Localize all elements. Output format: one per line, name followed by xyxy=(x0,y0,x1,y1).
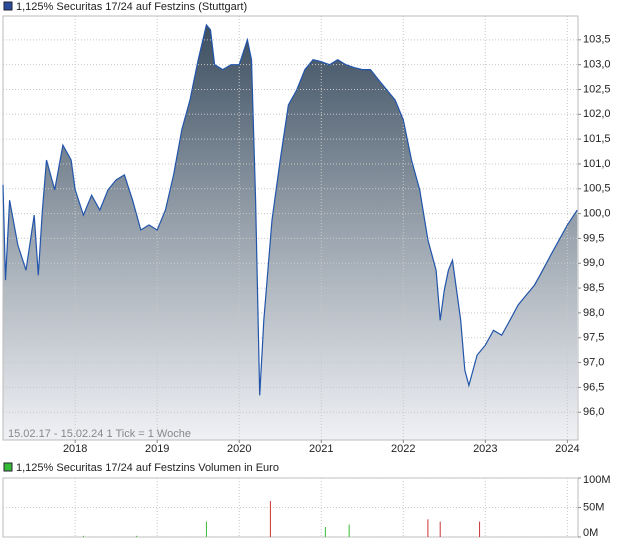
x-tick-label: 2020 xyxy=(227,443,251,455)
y-tick-label: 0M xyxy=(583,527,598,539)
y-tick-label: 96,5 xyxy=(583,381,604,393)
y-tick-label: 101,0 xyxy=(583,158,611,170)
y-tick-label: 102,0 xyxy=(583,108,611,120)
y-tick-label: 96,0 xyxy=(583,406,604,418)
chart-title: 1,125% Securitas 17/24 auf Festzins (Stu… xyxy=(16,1,247,13)
y-tick-label: 100,5 xyxy=(583,183,611,195)
y-tick-label: 99,5 xyxy=(583,232,604,244)
area xyxy=(3,24,578,441)
y-tick-label: 101,5 xyxy=(583,133,611,145)
y-tick-label: 100,0 xyxy=(583,208,611,220)
y-tick-label: 98,5 xyxy=(583,282,604,294)
y-tick-label: 97,0 xyxy=(583,356,604,368)
x-tick-label: 2019 xyxy=(145,443,169,455)
y-tick-label: 99,0 xyxy=(583,257,604,269)
plot-frame xyxy=(2,477,579,538)
y-tick-label: 97,5 xyxy=(583,332,604,344)
plot-frame xyxy=(2,15,579,441)
line xyxy=(2,23,578,396)
x-tick-label: 2023 xyxy=(473,443,497,455)
y-tick-label: 102,5 xyxy=(583,83,611,95)
chart-title: 1,125% Securitas 17/24 auf Festzins Volu… xyxy=(16,462,279,474)
x-tick-label: 2022 xyxy=(391,443,415,455)
x-tick-label: 2024 xyxy=(555,443,579,455)
y-tick-label: 98,0 xyxy=(583,307,604,319)
legend-swatch xyxy=(3,1,13,11)
y-tick-label: 103,0 xyxy=(583,59,611,71)
y-tick-label: 50M xyxy=(583,501,604,513)
x-tick-label: 2021 xyxy=(309,443,333,455)
subtitle: 15.02.17 - 15.02.24 1 Tick = 1 Woche xyxy=(8,428,191,440)
y-tick-label: 100M xyxy=(583,474,611,486)
y-tick-label: 103,5 xyxy=(583,34,611,46)
legend-swatch xyxy=(3,462,13,472)
x-tick-label: 2018 xyxy=(63,443,87,455)
